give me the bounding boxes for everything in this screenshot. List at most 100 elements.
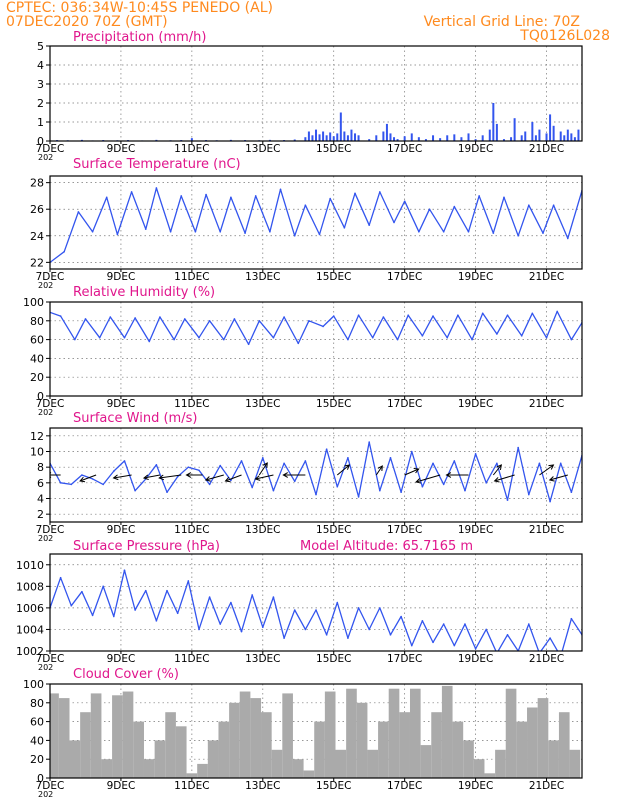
cloud-bar	[175, 726, 187, 778]
pressure-point	[485, 628, 488, 631]
humidity-point	[109, 316, 112, 318]
precipitation-bar	[417, 137, 420, 141]
precipitation-bar	[563, 135, 566, 141]
pressure-ytick-label: 1010	[16, 559, 44, 572]
wind-point	[549, 500, 551, 503]
humidity-point	[506, 314, 509, 316]
pressure-xtick-label: 17DEC	[387, 653, 422, 665]
pressure-point	[357, 607, 360, 609]
precipitation-bar	[566, 129, 569, 141]
pressure-point	[293, 609, 296, 611]
cloud-bar	[516, 721, 528, 778]
temperature-xtick-label: 17DEC	[387, 271, 422, 283]
temperature-xtick-label: 9DEC	[107, 271, 136, 283]
humidity-point	[496, 333, 498, 335]
humidity-point	[258, 320, 261, 322]
temperature-point	[205, 193, 207, 196]
pressure-point	[187, 580, 190, 582]
pressure-point	[240, 630, 243, 633]
pressure-point	[176, 612, 179, 615]
wind-point	[442, 483, 445, 486]
precipitation-ytick-label: 2	[37, 97, 44, 110]
temperature-point	[403, 200, 406, 203]
temperature-ytick-label: 22	[30, 256, 44, 269]
cloud-xtick-label: 21DEC	[529, 780, 564, 792]
pressure-plot-area	[50, 569, 582, 651]
temperature-panel: 22 24 26 28 7DEC 9DEC 11DEC 13DEC 15DEC 17DEC 19DE…	[30, 157, 583, 290]
cloud-bar	[399, 712, 410, 778]
temperature-point	[130, 191, 133, 193]
cloud-bar	[58, 698, 70, 778]
pressure-point	[81, 590, 83, 593]
pressure-point	[315, 609, 317, 611]
wind-point	[155, 464, 158, 466]
cloud-bar	[569, 749, 581, 778]
cloud-bar	[112, 695, 123, 778]
temperature-point	[77, 211, 80, 213]
wind-point	[400, 491, 402, 494]
wind-point	[347, 456, 349, 459]
temperature-point	[105, 196, 108, 199]
humidity-point	[432, 315, 434, 317]
wind-arrow-head	[158, 474, 165, 481]
cloud-bar	[558, 712, 570, 778]
precipitation-bar	[410, 133, 413, 141]
wind-arrow-shaft	[79, 474, 97, 482]
temperature-ytick-label: 28	[30, 177, 44, 190]
precipitation-bar	[389, 133, 392, 141]
pressure-point	[453, 644, 456, 647]
wind-point	[304, 460, 307, 462]
precipitation-bar	[311, 135, 314, 141]
wind-arrow-shaft	[205, 474, 224, 481]
wind-arrow-shaft	[258, 462, 268, 476]
humidity-point	[123, 336, 126, 339]
temperature-xtick-label: 7DEC	[36, 271, 65, 283]
wind-point	[123, 460, 126, 462]
precipitation-ytick-label: 3	[37, 78, 44, 91]
pressure-xtick-label: 7DEC	[36, 653, 65, 665]
pressure-xtick-label: 19DEC	[458, 653, 493, 665]
humidity-xtick-label: 15DEC	[316, 398, 351, 410]
temperature-point	[169, 231, 172, 233]
cloud-bar	[165, 712, 176, 778]
humidity-point	[332, 315, 335, 317]
humidity-ytick-label: 0	[37, 390, 44, 403]
humidity-point	[59, 315, 62, 317]
humidity-ytick-label: 80	[30, 315, 44, 328]
wind-point	[59, 482, 62, 484]
wind-arrow-head	[344, 464, 351, 470]
humidity-point	[446, 336, 449, 339]
wind-arrow-shaft	[225, 474, 242, 482]
wind-point	[506, 499, 509, 501]
cloud-bar	[90, 693, 102, 778]
precipitation-ytick-label: 5	[37, 40, 44, 53]
wind-xtick-label: 9DEC	[107, 524, 136, 536]
humidity-point	[222, 338, 225, 341]
precipitation-bar	[385, 123, 388, 141]
wind-arrow-head	[262, 462, 268, 469]
temperature-point	[528, 204, 530, 207]
temperature-point	[492, 232, 495, 234]
temperature-point	[318, 233, 321, 236]
wind-arrow-head	[142, 474, 149, 481]
pressure-point	[230, 601, 232, 604]
precipitation-bar	[332, 136, 335, 141]
wind-arrow-shaft	[336, 464, 350, 476]
temperature-point	[63, 250, 65, 253]
cloud-bar	[271, 749, 283, 778]
cloud-bar	[324, 691, 336, 778]
wind-xtick-label: 13DEC	[245, 524, 280, 536]
wind-point	[464, 489, 466, 492]
wind-point	[176, 475, 179, 478]
pressure-point	[389, 634, 392, 636]
pressure-point	[70, 604, 73, 607]
wind-point	[70, 483, 73, 486]
wind-ytick-label: 4	[37, 493, 44, 506]
cloud-xtick-label: 13DEC	[245, 780, 280, 792]
cloud-bar	[218, 721, 230, 778]
humidity-point	[545, 336, 548, 339]
wind-point	[91, 478, 94, 480]
pressure-point	[102, 585, 104, 588]
precipitation-bar	[520, 135, 523, 141]
